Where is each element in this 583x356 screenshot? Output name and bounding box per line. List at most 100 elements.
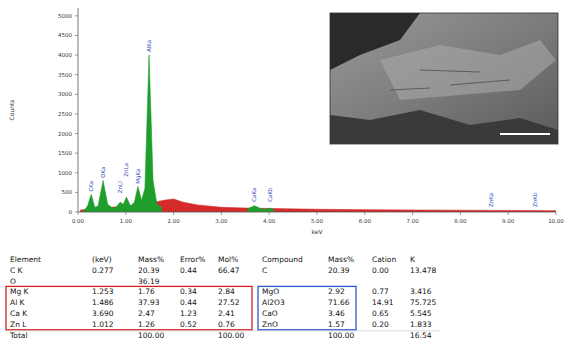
y-tick [75,133,78,134]
table-cell: O [10,277,16,286]
table-cell: ZnO [262,320,278,329]
y-tick [75,74,78,75]
peak-label: MgKa [135,169,142,184]
table-cell: 1.833 [410,320,432,329]
table-cell: 27.52 [218,298,240,307]
table-cell: 13.478 [410,266,436,275]
table-cell: 2.92 [328,287,345,296]
x-tick [317,212,318,215]
table-cell: 0.277 [92,266,114,275]
table-cell: 1.253 [92,287,114,296]
table-cell: 71.66 [328,298,350,307]
table-cell: Mg K [10,287,30,296]
y-tick-label: 4000 [58,52,72,58]
peak-label: ZnLa [123,163,129,177]
table-rule [6,330,440,331]
peak-label: AlKa [146,40,152,52]
x-tick [78,212,79,215]
y-axis-label: Counts [8,100,15,121]
table-cell: 1.23 [180,309,197,318]
y-tick [75,172,78,173]
table-cell: 100.00 [328,331,354,340]
table-header: K [410,255,416,264]
table-header: Compound [262,255,303,264]
y-tick-label: 500 [62,189,73,195]
y-tick-label: 1000 [58,170,72,176]
y-tick-label: 4500 [58,32,72,38]
table-cell: 20.39 [328,266,350,275]
sem-texture [380,40,556,100]
table-header: Mass% [328,255,354,264]
table-cell: 2.84 [218,287,235,296]
table-header: Element [10,255,41,264]
y-tick [75,35,78,36]
x-tick-label: 4.00 [263,218,276,224]
table-cell: 16.54 [410,331,432,340]
table-cell: 0.77 [372,287,389,296]
axes: 0500100015002000250030003500400045005000… [8,8,564,235]
table-cell: 1.012 [92,320,114,329]
table-cell: 3.690 [92,309,114,318]
highlight-box [6,286,252,329]
table-cell: 1.76 [138,287,155,296]
spectrum-area [83,55,274,212]
x-tick [125,212,126,215]
table-header: Mass% [138,255,164,264]
table-cell: Total [9,331,28,340]
x-tick [412,212,413,215]
y-tick [75,192,78,193]
y-tick [75,15,78,16]
table-cell: 0.44 [180,298,197,307]
x-tick-label: 2.00 [167,218,180,224]
peak-label: ZnLl [117,181,123,193]
table-cell: 75.725 [410,298,436,307]
table-cell: 0.00 [372,266,389,275]
x-tick [173,212,174,215]
table-cell: 100.00 [138,331,164,340]
table-cell: 0.20 [372,320,389,329]
y-tick-label: 2000 [58,131,72,137]
table-cell: 3.46 [328,309,345,318]
sem-inset [330,13,558,144]
table-cell: 0.76 [218,320,235,329]
y-tick-label: 3500 [58,72,72,78]
y-tick [75,212,78,213]
table-cell: 14.91 [372,298,394,307]
table-cell: 0.65 [372,309,389,318]
x-tick-label: 0.00 [72,218,85,224]
x-tick-label: 5.00 [311,218,324,224]
x-tick-label: 7.00 [406,218,419,224]
y-tick [75,153,78,154]
table-cell: 3.416 [410,287,432,296]
table-cell: 2.47 [138,309,155,318]
table-header: Cation [372,255,396,264]
y-tick [75,113,78,114]
page: 0500100015002000250030003500400045005000… [0,0,583,356]
table-cell: Zn L [10,320,27,329]
x-tick [556,212,557,215]
x-tick [460,212,461,215]
table-header: (keV) [92,255,112,264]
table-cell: Ca K [10,309,28,318]
table: Element(keV)Mass%Error%Mol%CompoundMass%… [6,255,440,340]
table-cell: Al K [10,298,26,307]
x-axis-label: keV [311,228,323,235]
x-tick-label: 10.00 [548,218,564,224]
x-tick-label: 8.00 [454,218,467,224]
table-cell: 1.486 [92,298,114,307]
table-cell: 1.57 [328,320,345,329]
table-cell: 5.545 [410,309,432,318]
table-cell: 1.26 [138,320,155,329]
table-cell: C K [10,266,24,275]
peak-label: ZnKa [488,193,494,207]
table-cell: 100.00 [218,331,244,340]
y-tick-label: 3000 [58,91,72,97]
x-tick-label: 6.00 [359,218,372,224]
table-cell: 37.93 [138,298,160,307]
y-axis-line [78,8,79,212]
table-cell: 66.47 [218,266,240,275]
x-tick [269,212,270,215]
x-tick-label: 9.00 [502,218,515,224]
table-cell: MgO [262,287,279,296]
table-cell: C [262,266,267,275]
